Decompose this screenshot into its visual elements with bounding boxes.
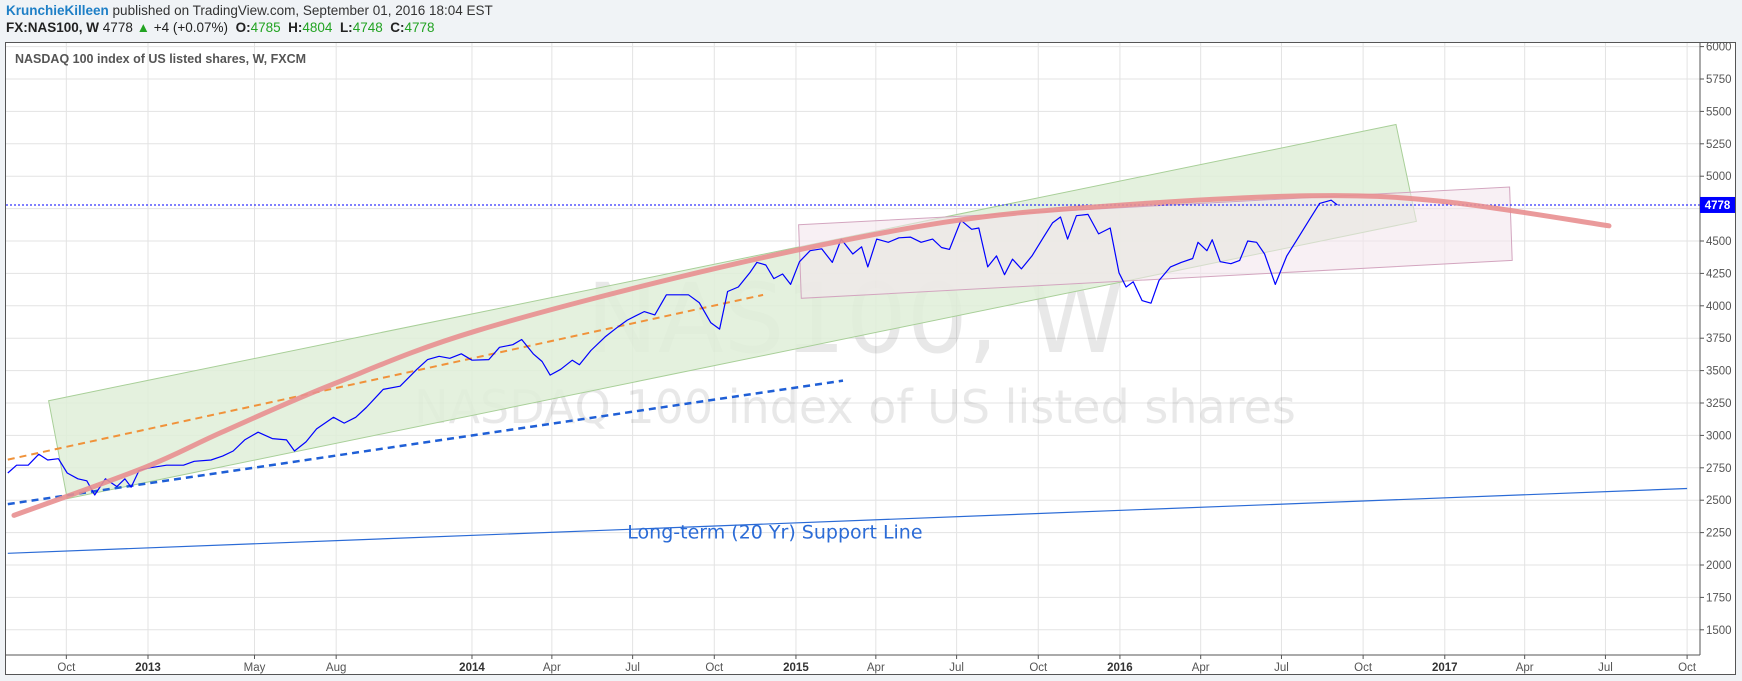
x-tick-label: 2015 (783, 662, 809, 674)
high-value: 4804 (302, 20, 333, 35)
x-tick-label: Oct (57, 662, 76, 674)
low-value: 4748 (352, 20, 383, 35)
trend-channel (48, 123, 1417, 500)
y-tick-label: 3000 (1706, 430, 1732, 442)
publish-info: KrunchieKilleen published on TradingView… (6, 3, 493, 18)
x-tick-label: Oct (1678, 662, 1697, 674)
high-label: H: (288, 20, 303, 35)
open-value: 4785 (250, 20, 281, 35)
x-tick-label: Jul (949, 662, 964, 674)
support-line-label: Long-term (20 Yr) Support Line (627, 522, 922, 544)
x-tick-label: Oct (1354, 662, 1373, 674)
x-tick-label: Apr (1192, 662, 1210, 674)
last-price-badge (1700, 196, 1735, 213)
x-tick-label: 2014 (459, 662, 485, 674)
symbol-legend: FX:NAS100, W 4778 ▲ +4 (+0.07%) O:4785 H… (6, 20, 435, 35)
x-tick-label: Jul (625, 662, 640, 674)
x-tick-label: Jul (1274, 662, 1289, 674)
up-arrow-icon: ▲ (136, 20, 150, 35)
y-tick-label: 5000 (1706, 171, 1732, 183)
pane-title: NASDAQ 100 index of US listed shares, W,… (15, 52, 307, 66)
last-price-badge-label: 4778 (1705, 200, 1731, 212)
y-tick-label: 5250 (1706, 139, 1732, 151)
x-tick-label: Apr (543, 662, 561, 674)
price-change: +4 (+0.07%) (153, 20, 229, 35)
y-tick-label: 1750 (1706, 592, 1732, 604)
y-tick-label: 4500 (1706, 236, 1732, 248)
low-label: L: (339, 20, 353, 35)
y-tick-label: 3750 (1706, 333, 1732, 345)
close-label: C: (390, 20, 405, 35)
x-tick-label: Apr (1516, 662, 1534, 674)
close-value: 4778 (404, 20, 435, 35)
author-link[interactable]: KrunchieKilleen (6, 3, 109, 18)
y-tick-label: 6000 (1706, 42, 1732, 54)
x-tick-label: 2013 (135, 662, 161, 674)
y-tick-label: 5750 (1706, 74, 1732, 86)
last-price: 4778 (102, 20, 133, 35)
y-tick-label: 5500 (1706, 106, 1732, 118)
symbol-name: FX:NAS100, W (6, 20, 100, 35)
plot-area: NAS100, WNASDAQ 100 index of US listed s… (6, 43, 1700, 655)
x-tick-label: Aug (326, 662, 346, 674)
y-tick-label: 1500 (1706, 625, 1732, 637)
y-tick-label: 2000 (1706, 560, 1732, 572)
y-tick-label: 2500 (1706, 495, 1732, 507)
y-tick-label: 4000 (1706, 301, 1732, 313)
x-tick-label: Jul (1598, 662, 1613, 674)
x-tick-label: Oct (1029, 662, 1048, 674)
support-line (7, 487, 1688, 554)
price-series-line (7, 199, 1338, 496)
y-tick-label: 3500 (1706, 366, 1732, 378)
open-label: O: (235, 20, 251, 35)
y-tick-label: 2750 (1706, 463, 1732, 475)
published-text: published on TradingView.com, September … (112, 3, 493, 18)
y-tick-label: 4250 (1706, 268, 1732, 280)
y-tick-label: 2250 (1706, 528, 1732, 540)
x-tick-label: 2016 (1107, 662, 1133, 674)
orange-dashed-trendline (7, 293, 764, 461)
x-tick-label: 2017 (1432, 662, 1458, 674)
blue-dashed-trendline (7, 379, 844, 506)
x-tick-label: Apr (867, 662, 885, 674)
x-tick-label: Oct (705, 662, 724, 674)
x-tick-label: May (244, 662, 266, 674)
parabolic-arc (11, 193, 1612, 518)
y-tick-label: 3250 (1706, 398, 1732, 410)
consolidation-box (798, 186, 1513, 299)
